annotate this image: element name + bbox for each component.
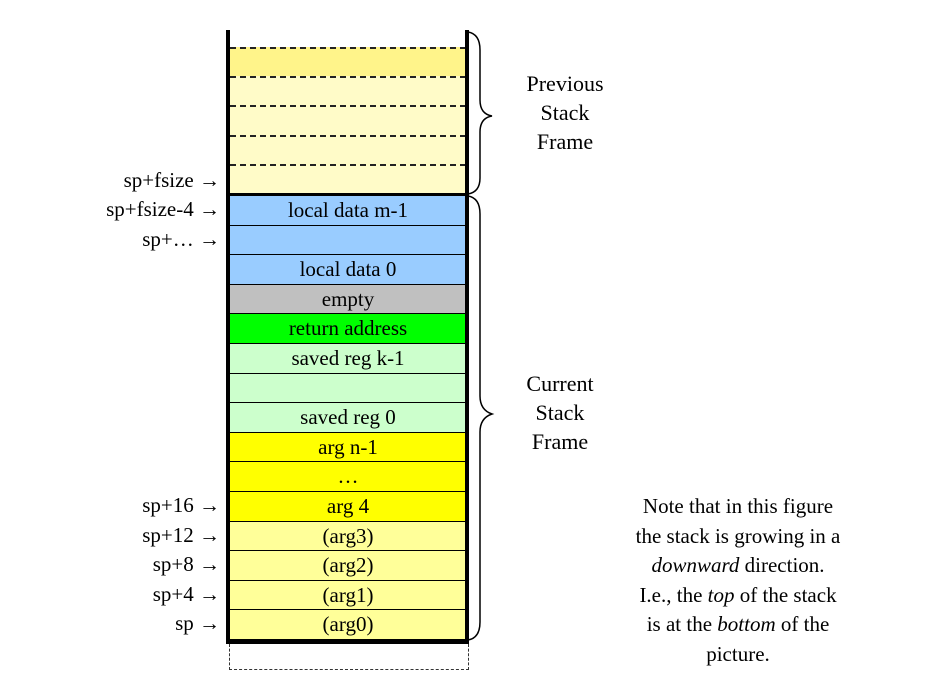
pointer-label: sp+8 →	[152, 552, 220, 577]
stack-slot: arg 4	[230, 492, 466, 522]
stack-slot: …	[230, 462, 466, 492]
note-line: downward direction.	[598, 551, 878, 581]
note-text-part: of the	[775, 612, 830, 636]
label-line: Frame	[531, 429, 589, 454]
note-text-part: of the stack	[734, 582, 837, 607]
stack-slot: arg n-1	[230, 432, 466, 463]
note-line: picture.	[706, 641, 770, 666]
stack-slot: return address	[230, 314, 466, 344]
previous-frame-slot	[230, 76, 466, 106]
pointer-label: sp+… →	[142, 226, 220, 251]
note-emphasis: downward	[651, 553, 740, 577]
note-emphasis: bottom	[717, 612, 776, 636]
stack-slot: (arg3)	[230, 521, 466, 552]
previous-frame-label: Previous Stack Frame	[505, 69, 625, 156]
stack-bottom	[226, 640, 469, 644]
note-text: Note that in this figure the stack is gr…	[598, 492, 878, 669]
pointer-label: sp+4 →	[152, 581, 220, 606]
current-frame-label: Current Stack Frame	[500, 369, 620, 456]
label-line: Current	[526, 371, 594, 396]
stack-slot: local data m-1	[230, 196, 466, 226]
stack-slot: saved reg k-1	[230, 344, 466, 374]
previous-frame-brace	[467, 31, 493, 195]
stack-right-wall	[465, 30, 469, 644]
stack-slot: (arg0)	[230, 610, 466, 640]
note-line: Note that in this figure	[642, 494, 834, 518]
note-text-part: direction.	[739, 553, 825, 577]
label-line: Previous	[526, 71, 604, 96]
pointer-label: sp+fsize-4 →	[106, 197, 220, 221]
current-frame-brace	[467, 195, 495, 641]
note-line: is at the bottom of the	[598, 610, 878, 640]
note-line: the stack is growing in a	[635, 523, 841, 548]
stack-slot: saved reg 0	[230, 403, 466, 433]
previous-frame-slot	[230, 163, 466, 193]
note-text-part: is at the	[646, 612, 718, 636]
pointer-label: sp+16 →	[142, 493, 220, 517]
pointer-label: sp+fsize →	[123, 168, 220, 192]
stack-slot: empty	[230, 284, 466, 315]
note-text-part: I.e., the	[639, 582, 708, 607]
note-line: I.e., the top of the stack	[598, 581, 878, 611]
pointer-label: sp+12 →	[142, 522, 220, 547]
previous-frame-slot	[230, 47, 466, 77]
note-emphasis: top	[707, 582, 735, 607]
stack-slot: (arg2)	[230, 551, 466, 581]
frame-braces	[467, 31, 495, 641]
stack-slot: local data 0	[230, 255, 466, 285]
future-stack-space	[229, 644, 469, 670]
pointer-label: sp →	[175, 611, 220, 636]
stack-slot: (arg1)	[230, 580, 466, 611]
label-line: Stack	[535, 400, 585, 425]
previous-frame-slot	[230, 105, 466, 135]
previous-frame-slot	[230, 134, 466, 164]
label-line: Frame	[536, 129, 594, 154]
stack-slot	[230, 373, 466, 404]
label-line: Stack	[540, 100, 590, 125]
stack-slot	[230, 225, 466, 256]
stack-left-wall	[226, 30, 230, 644]
frame-divider	[226, 193, 469, 196]
